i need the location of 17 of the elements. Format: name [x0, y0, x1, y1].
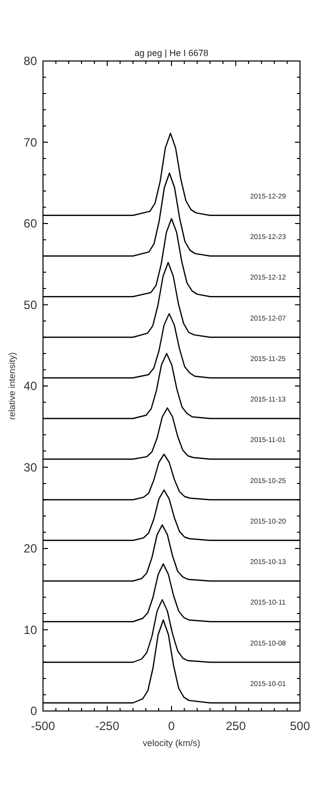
x-axis-title: velocity (km/s) [142, 738, 200, 748]
y-axis-title: relative intensity) [7, 352, 17, 420]
x-tick-label: -500 [30, 719, 56, 733]
y-tick-label: 80 [24, 54, 38, 68]
x-tick-label: -250 [95, 719, 120, 733]
y-tick-label: 60 [24, 216, 38, 230]
y-tick-label: 30 [24, 460, 38, 474]
chart-title: ag peg | He I 6678 [134, 48, 208, 58]
y-tick-label: 0 [30, 704, 38, 718]
x-tick-label: 250 [226, 719, 246, 733]
y-tick-label: 20 [24, 542, 38, 556]
x-tick-label: 0 [168, 719, 176, 733]
y-tick-label: 40 [24, 379, 38, 393]
x-tick-label: 500 [290, 719, 310, 733]
y-tick-label: 70 [24, 135, 38, 150]
y-tick-label: 10 [24, 622, 38, 637]
y-tick-label: 50 [24, 298, 38, 312]
